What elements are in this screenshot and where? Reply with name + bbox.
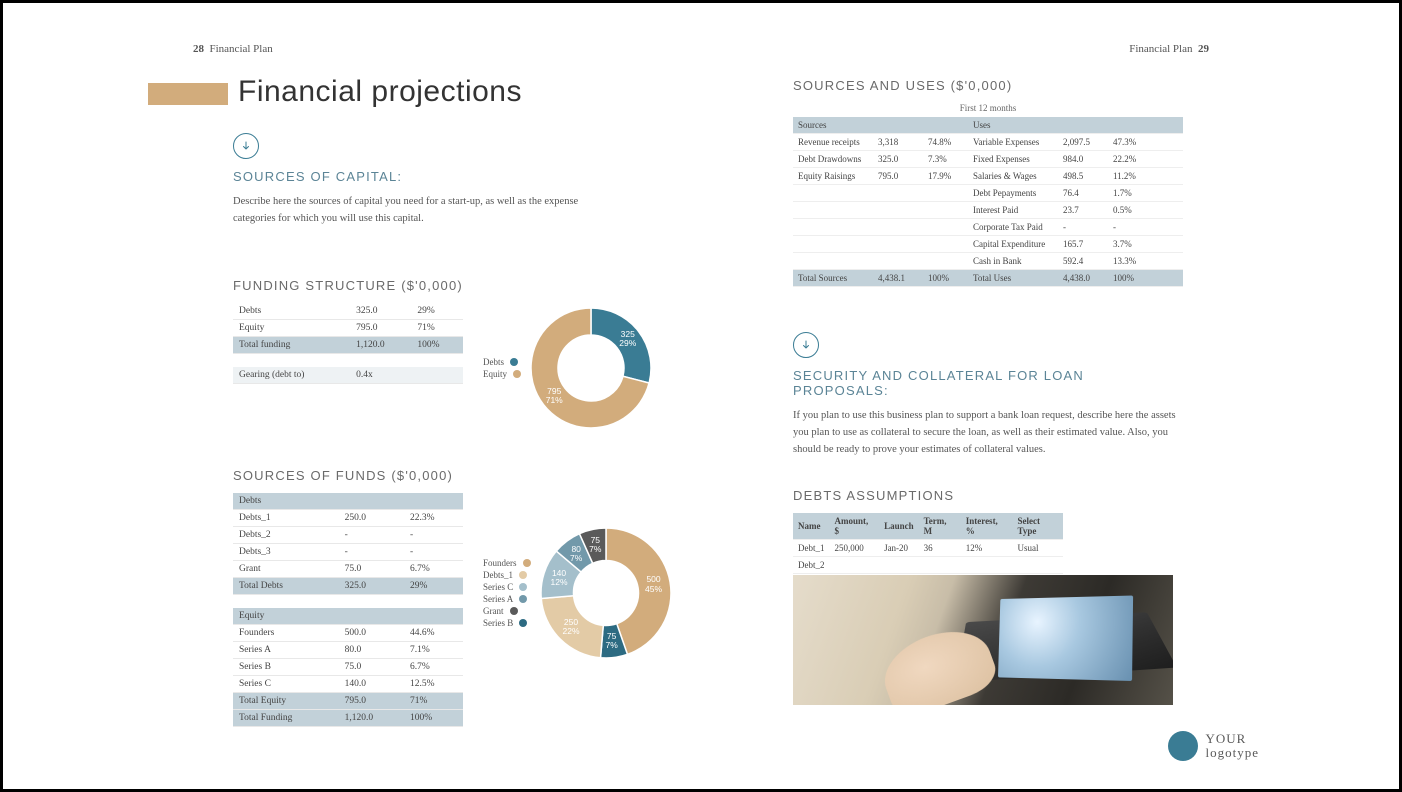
sources-funds-legend: FoundersDebts_1Series CSeries AGrantSeri… bbox=[483, 556, 531, 630]
security-body: If you plan to use this business plan to… bbox=[793, 408, 1183, 458]
logo: YOURlogotype bbox=[1168, 731, 1260, 761]
funding-legend: DebtsEquity bbox=[483, 355, 521, 381]
laptop-photo bbox=[793, 575, 1173, 705]
funding-donut-chart: 32529%79571% bbox=[531, 308, 651, 428]
security-heading: SECURITY AND COLLATERAL FOR LOAN PROPOSA… bbox=[793, 368, 1183, 398]
logo-circle-icon bbox=[1168, 731, 1198, 761]
debts-assumptions-heading: DEBTS ASSUMPTIONS bbox=[793, 488, 1183, 503]
sources-funds-donut-chart: 50045%757%25022%14012%807%757% bbox=[541, 528, 671, 658]
page-header-right: Financial Plan 29 bbox=[1129, 43, 1209, 55]
sources-uses-heading: SOURCES AND USES ($'0,000) bbox=[793, 78, 1183, 93]
funding-structure-table: Debts325.029%Equity795.071%Total funding… bbox=[233, 303, 463, 385]
sources-funds-heading: SOURCES OF FUNDS ($'0,000) bbox=[233, 468, 463, 483]
sources-funds-table: DebtsDebts_1250.022.3%Debts_2--Debts_3--… bbox=[233, 493, 463, 728]
arrow-down-icon bbox=[233, 133, 259, 159]
sources-uses-period: First 12 months bbox=[793, 103, 1183, 113]
page-header-left: 28 Financial Plan bbox=[193, 43, 273, 55]
sources-capital-body: Describe here the sources of capital you… bbox=[233, 194, 613, 228]
page-title: Financial projections bbox=[238, 75, 522, 109]
accent-bar bbox=[148, 83, 228, 105]
sources-uses-table: SourcesUsesRevenue receipts3,31874.8%Var… bbox=[793, 117, 1183, 287]
arrow-down-icon bbox=[793, 332, 819, 358]
sources-capital-heading: SOURCES OF CAPITAL: bbox=[233, 169, 703, 184]
funding-structure-heading: FUNDING STRUCTURE ($'0,000) bbox=[233, 278, 463, 293]
